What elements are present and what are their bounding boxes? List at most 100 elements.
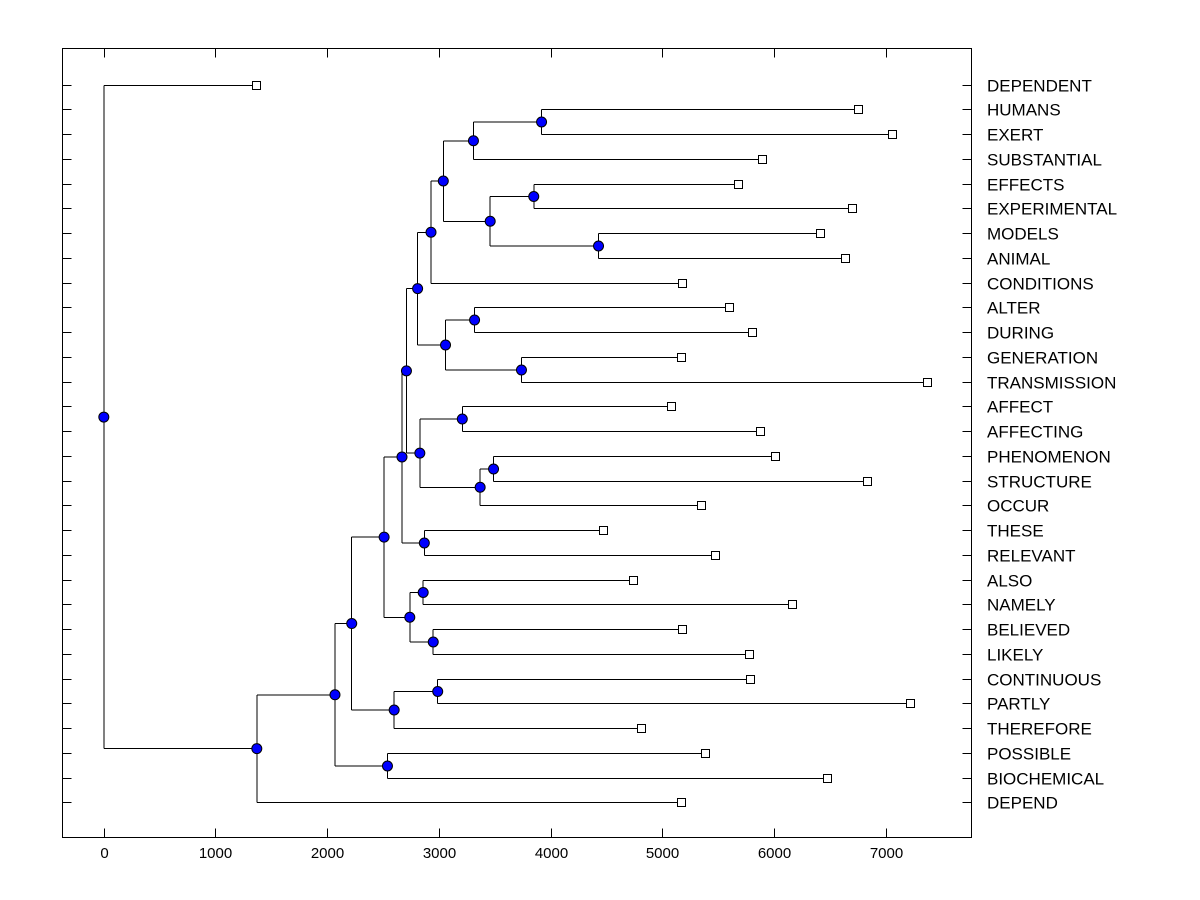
- leaf-label-occur: OCCUR: [987, 497, 1049, 516]
- leaf-marker-likely: [745, 650, 754, 659]
- merge-node-m11: [412, 283, 424, 295]
- merge-node-m28: [251, 743, 263, 755]
- leaf-label-effects: EFFECTS: [987, 176, 1064, 195]
- leaf-labels: DEPENDENT HUMANS EXERT SUBSTANTIAL EFFECTS EX…: [987, 77, 1117, 813]
- merge-node-m16: [400, 365, 412, 377]
- x-tick-label-0: 0: [100, 845, 108, 862]
- leaf-marker-effects: [734, 180, 743, 189]
- leaf-label-also: ALSO: [987, 572, 1032, 591]
- leaf-label-structure: STRUCTURE: [987, 473, 1092, 492]
- leaf-marker-during: [748, 328, 757, 337]
- merge-node-m17: [418, 537, 430, 549]
- leaf-label-phenomenon: PHENOMENON: [987, 448, 1111, 467]
- leaf-marker-alter: [725, 303, 734, 312]
- leaf-label-dependent: DEPENDENT: [987, 77, 1092, 96]
- merge-node-m20: [427, 636, 439, 648]
- leaf-marker-also: [629, 576, 638, 585]
- leaf-marker-relevant: [711, 551, 720, 560]
- leaf-marker-biochemical: [823, 774, 832, 783]
- leaf-marker-continuous: [746, 675, 755, 684]
- merge-node-m10: [440, 339, 452, 351]
- leaf-label-biochemical: BIOCHEMICAL: [987, 770, 1104, 789]
- leaf-label-partly: PARTLY: [987, 695, 1050, 714]
- merge-node-m13: [488, 463, 500, 475]
- leaf-label-generation: GENERATION: [987, 349, 1098, 368]
- leaf-marker-conditions: [678, 279, 687, 288]
- x-tick-label-1000: 1000: [199, 845, 232, 862]
- merge-node-m23: [432, 686, 444, 697]
- leaf-marker-therefore: [637, 724, 646, 733]
- leaf-marker-animal: [841, 254, 850, 263]
- merge-node-m2: [467, 135, 479, 147]
- leaf-label-animal: ANIMAL: [987, 250, 1050, 269]
- x-tick-label-6000: 6000: [758, 845, 791, 862]
- leaf-marker-affecting: [756, 427, 765, 436]
- leaf-marker-these: [599, 526, 608, 535]
- x-tick-label-3000: 3000: [423, 845, 456, 862]
- leaf-label-during: DURING: [987, 324, 1054, 343]
- merge-node-m7: [425, 226, 437, 238]
- leaf-marker-humans: [854, 105, 863, 114]
- leaf-markers: [252, 81, 932, 807]
- x-tick-label-2000: 2000: [311, 845, 344, 862]
- leaf-marker-occur: [697, 501, 706, 510]
- merge-node-m12: [456, 413, 468, 425]
- merge-node-m21: [404, 611, 416, 623]
- leaf-label-affecting: AFFECTING: [987, 423, 1083, 442]
- leaf-marker-phenomenon: [771, 452, 780, 461]
- leaf-label-models: MODELS: [987, 225, 1059, 244]
- x-tick-label-5000: 5000: [646, 845, 679, 862]
- leaf-label-therefore: THEREFORE: [987, 720, 1092, 739]
- x-tick-label-7000: 7000: [870, 845, 903, 862]
- dendrogram-links: [103, 85, 927, 803]
- merge-nodes: [98, 116, 605, 772]
- leaf-marker-transmission: [923, 378, 932, 387]
- merge-node-m29: [98, 411, 110, 423]
- merge-node-m15: [414, 447, 426, 459]
- leaf-marker-partly: [906, 699, 915, 708]
- leaf-marker-models: [816, 229, 825, 238]
- merge-node-m22: [378, 531, 390, 543]
- y-ticks: [62, 85, 972, 803]
- leaf-label-continuous: CONTINUOUS: [987, 671, 1101, 690]
- leaf-marker-affect: [667, 402, 676, 411]
- merge-node-m5: [484, 215, 496, 227]
- plot-frame: [62, 48, 972, 838]
- leaf-label-possible: POSSIBLE: [987, 745, 1071, 764]
- merge-node-m19: [417, 587, 429, 598]
- leaf-label-transmission: TRANSMISSION: [987, 374, 1116, 393]
- leaf-label-depend: DEPEND: [987, 794, 1058, 813]
- x-tick-label-4000: 4000: [535, 845, 568, 862]
- merge-node-m6: [437, 175, 449, 187]
- leaf-marker-substantial: [758, 155, 767, 164]
- leaf-label-namely: NAMELY: [987, 596, 1056, 615]
- leaf-marker-possible: [701, 749, 710, 758]
- merge-node-m26: [381, 760, 393, 772]
- merge-node-m18: [396, 451, 408, 463]
- x-axis: 0 1000 2000 3000 4000 5000 6000 7000: [100, 48, 903, 862]
- leaf-label-affect: AFFECT: [987, 398, 1053, 417]
- leaf-label-likely: LIKELY: [987, 646, 1043, 665]
- merge-node-m9: [515, 364, 527, 376]
- leaf-marker-structure: [863, 477, 872, 486]
- leaf-label-experimental: EXPERIMENTAL: [987, 200, 1117, 219]
- merge-node-m8: [469, 314, 481, 326]
- leaf-marker-experimental: [848, 204, 857, 213]
- leaf-marker-depend: [677, 798, 686, 807]
- leaf-marker-exert: [888, 130, 897, 139]
- leaf-label-alter: ALTER: [987, 299, 1041, 318]
- leaf-marker-namely: [788, 600, 797, 609]
- merge-node-m14: [474, 481, 486, 493]
- merge-node-m3: [528, 191, 540, 202]
- leaf-marker-generation: [677, 353, 686, 362]
- leaf-label-conditions: CONDITIONS: [987, 275, 1094, 294]
- merge-node-m27: [329, 689, 341, 701]
- merge-node-m4: [593, 240, 605, 252]
- leaf-label-humans: HUMANS: [987, 101, 1061, 120]
- leaf-marker-believed: [678, 625, 687, 634]
- leaf-label-believed: BELIEVED: [987, 621, 1070, 640]
- leaf-label-relevant: RELEVANT: [987, 547, 1076, 566]
- merge-node-m25: [346, 618, 358, 630]
- leaf-label-exert: EXERT: [987, 126, 1043, 145]
